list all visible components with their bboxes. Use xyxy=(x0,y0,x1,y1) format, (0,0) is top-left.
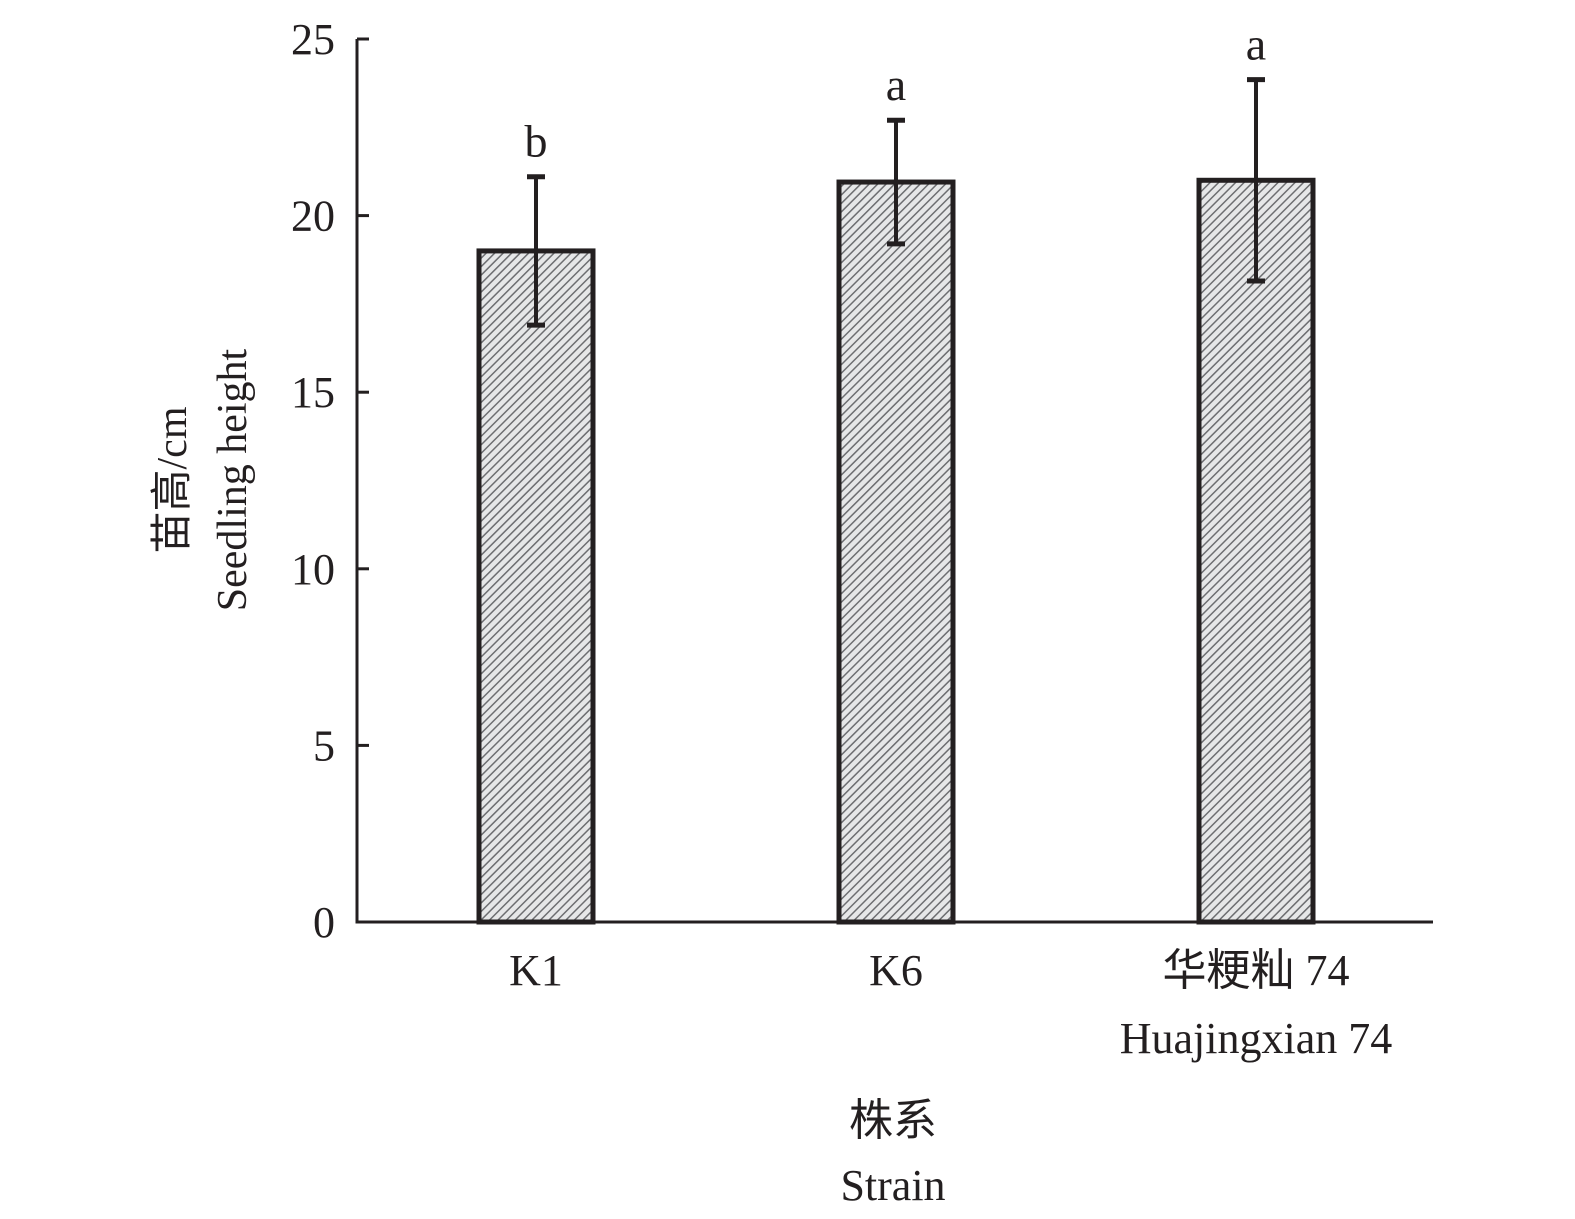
y-tick-label: 5 xyxy=(313,721,335,770)
x-axis-title-line2: Strain xyxy=(840,1161,945,1210)
y-axis-title-line1: 苗高/cm xyxy=(150,406,196,553)
significance-label: a xyxy=(886,59,906,110)
y-tick-label: 20 xyxy=(291,192,335,241)
significance-label: b xyxy=(525,116,548,167)
y-axis-title: 苗高/cm Seedling height xyxy=(150,348,256,611)
y-tick-label: 25 xyxy=(291,15,335,64)
significance-label: a xyxy=(1246,19,1266,70)
y-tick-label: 15 xyxy=(291,368,335,417)
x-tick-label-line2: Huajingxian 74 xyxy=(1120,1014,1393,1063)
x-axis-title-line1: 株系 xyxy=(849,1096,937,1145)
y-axis-title-line2: Seedling height xyxy=(210,348,256,611)
y-tick-label: 10 xyxy=(291,545,335,594)
x-tick-label: K1 xyxy=(509,946,563,995)
bar xyxy=(836,179,956,925)
y-tick-label: 0 xyxy=(313,898,335,947)
bar xyxy=(476,248,596,925)
x-tick-label: K6 xyxy=(869,946,923,995)
x-tick-label: 华粳籼 74 xyxy=(1163,946,1350,995)
bar xyxy=(1196,177,1316,925)
